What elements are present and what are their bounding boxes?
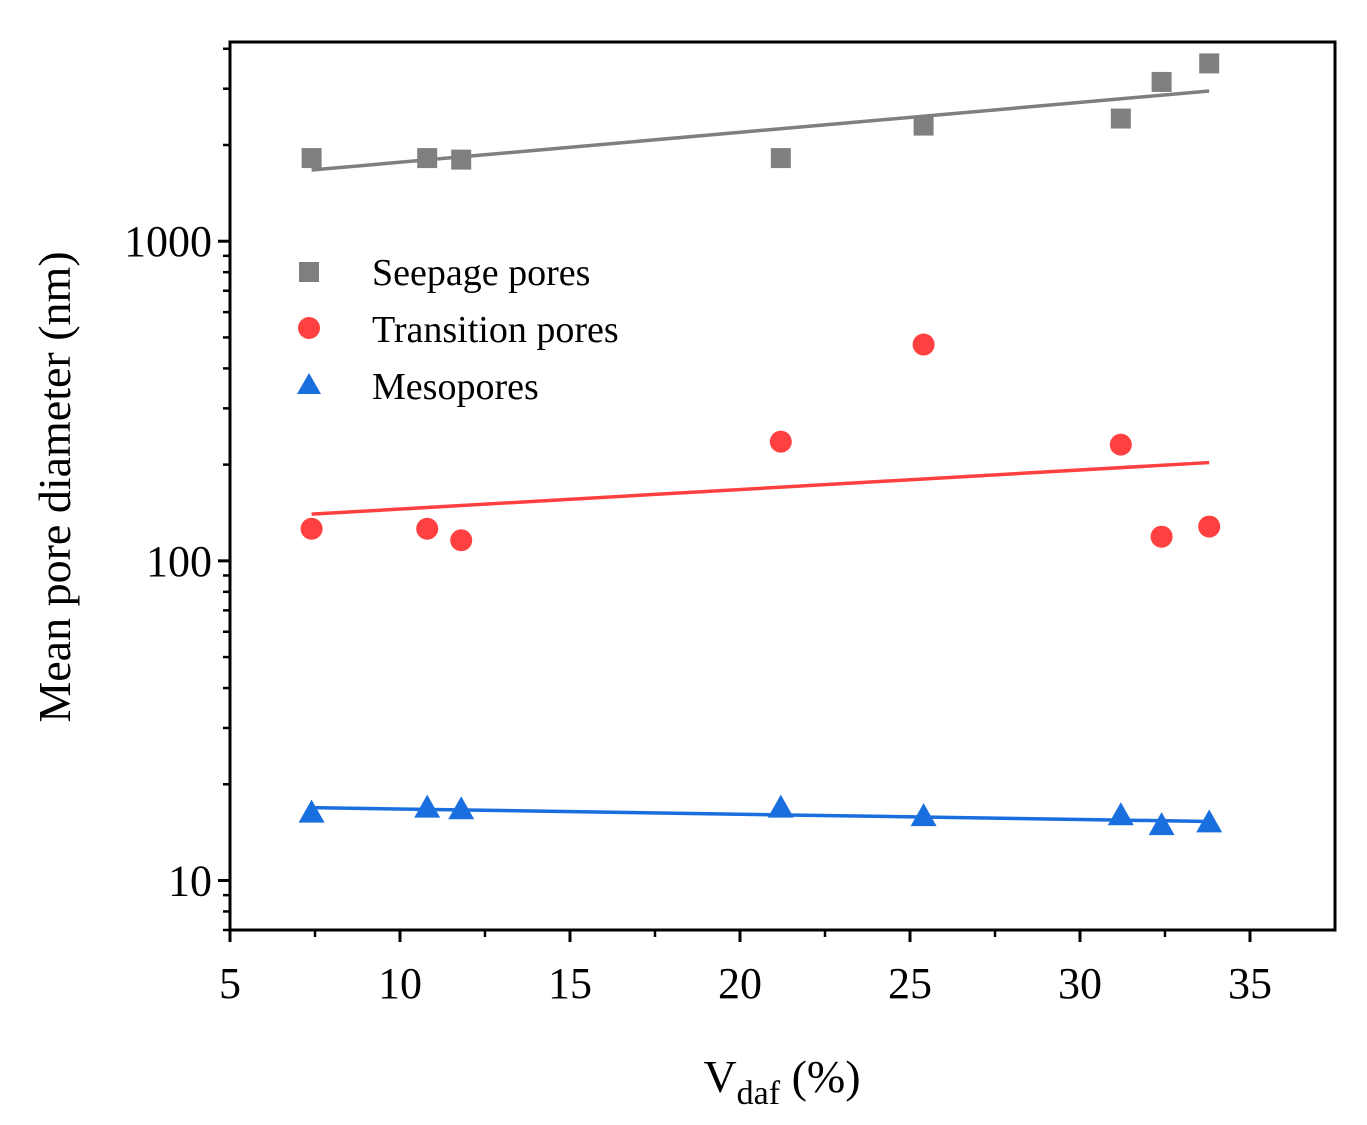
point-seepage bbox=[451, 149, 472, 170]
y-axis-title: Mean pore diameter (nm) bbox=[29, 251, 80, 722]
point-seepage bbox=[913, 115, 934, 136]
point-seepage bbox=[770, 148, 791, 169]
x-tick-labels: 5 10 15 20 25 30 35 bbox=[219, 959, 1272, 1008]
x-tick-label: 35 bbox=[1228, 959, 1272, 1008]
point-transition bbox=[300, 517, 323, 540]
point-meso bbox=[767, 794, 794, 818]
point-seepage bbox=[1110, 108, 1131, 129]
point-meso bbox=[1148, 812, 1175, 836]
point-seepage bbox=[1151, 71, 1172, 92]
y-tick-label: 10 bbox=[168, 856, 212, 905]
point-meso bbox=[448, 796, 475, 820]
point-meso bbox=[298, 799, 325, 823]
x-tick-label: 10 bbox=[378, 959, 422, 1008]
plot-frame bbox=[228, 40, 1337, 932]
point-transition bbox=[1150, 525, 1173, 548]
point-seepage bbox=[1199, 53, 1220, 74]
x-axis-title-subscript: daf bbox=[737, 1075, 781, 1112]
y-tick-label: 1000 bbox=[124, 217, 212, 266]
legend-label-seepage: Seepage pores bbox=[372, 252, 590, 294]
x-tick-label: 25 bbox=[888, 959, 932, 1008]
point-transition bbox=[769, 430, 792, 453]
y-tick-label: 100 bbox=[146, 537, 212, 586]
point-meso bbox=[1196, 809, 1223, 833]
point-transition bbox=[1109, 433, 1132, 456]
legend-label-meso: Mesopores bbox=[372, 366, 539, 408]
fit-lines bbox=[311, 89, 1210, 824]
point-seepage bbox=[301, 148, 322, 169]
legend-marker-seepage bbox=[299, 262, 319, 282]
x-axis-title: Vdaf (%) bbox=[703, 1051, 860, 1112]
point-meso bbox=[414, 794, 441, 818]
x-tick-label: 5 bbox=[219, 959, 241, 1008]
point-meso bbox=[910, 803, 937, 827]
legend-marker-meso bbox=[297, 373, 321, 394]
fit-line-meso bbox=[311, 805, 1210, 824]
legend: Seepage pores Transition pores Mesopores bbox=[297, 252, 619, 408]
x-tick-label: 30 bbox=[1058, 959, 1102, 1008]
point-transition bbox=[416, 517, 439, 540]
data-points bbox=[298, 53, 1223, 836]
point-transition bbox=[450, 529, 473, 552]
x-axis-title-unit: (%) bbox=[780, 1051, 860, 1102]
x-tick-label: 20 bbox=[718, 959, 762, 1008]
point-meso bbox=[1107, 802, 1134, 826]
fit-line-transition bbox=[311, 460, 1210, 516]
y-tick-labels: 10 100 1000 bbox=[124, 217, 212, 905]
point-transition bbox=[1198, 515, 1221, 538]
legend-label-transition: Transition pores bbox=[372, 309, 619, 351]
fit-line-seepage bbox=[311, 89, 1210, 172]
point-seepage bbox=[417, 148, 438, 169]
point-transition bbox=[912, 333, 935, 356]
legend-marker-transition bbox=[298, 317, 320, 339]
major-ticks bbox=[218, 239, 1252, 942]
x-tick-label: 15 bbox=[548, 959, 592, 1008]
